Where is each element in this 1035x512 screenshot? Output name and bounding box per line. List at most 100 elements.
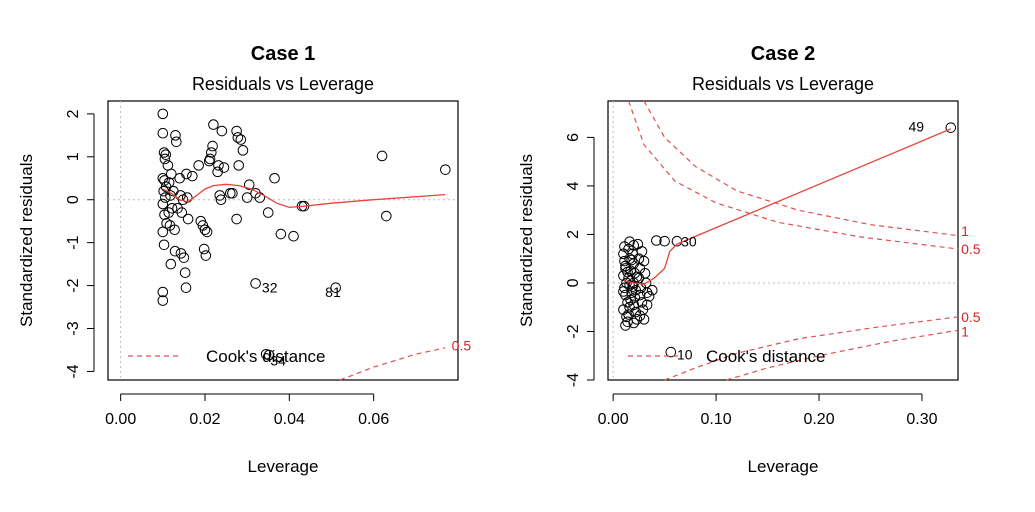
data-point bbox=[199, 224, 211, 236]
cooks-distance-label: 1 bbox=[961, 223, 969, 239]
chart-subtitle: Residuals vs Leverage bbox=[692, 74, 874, 94]
data-point bbox=[231, 213, 242, 225]
data-point bbox=[214, 190, 226, 201]
y-tick-label: 0 bbox=[565, 278, 582, 287]
data-point bbox=[157, 108, 169, 120]
cooks-distance-label: 0.5 bbox=[452, 338, 472, 354]
data-point bbox=[158, 147, 170, 158]
y-tick-label: 1 bbox=[65, 152, 82, 161]
data-point bbox=[213, 160, 224, 171]
data-point bbox=[208, 119, 219, 130]
data-point bbox=[659, 235, 670, 247]
point-label: 49 bbox=[908, 118, 924, 134]
y-axis-label: Standardized residuals bbox=[517, 154, 536, 327]
y-tick-label: -4 bbox=[565, 373, 582, 387]
data-point bbox=[636, 246, 648, 257]
data-point bbox=[638, 314, 650, 325]
data-point bbox=[161, 218, 172, 229]
data-point bbox=[157, 127, 169, 139]
data-point bbox=[206, 147, 217, 158]
data-point bbox=[201, 226, 213, 238]
cooks-distance-curve bbox=[339, 347, 446, 381]
data-point bbox=[630, 306, 642, 318]
data-point bbox=[165, 258, 177, 270]
data-point bbox=[158, 239, 170, 251]
cooks-distance-curve bbox=[726, 329, 959, 381]
plot-frame bbox=[607, 100, 959, 381]
data-point bbox=[181, 168, 192, 180]
data-point bbox=[641, 299, 653, 311]
data-point bbox=[227, 187, 238, 199]
data-point bbox=[232, 132, 244, 143]
point-label: 30 bbox=[681, 234, 697, 250]
data-point bbox=[166, 203, 178, 214]
data-point bbox=[626, 254, 637, 266]
x-tick-label: 0.04 bbox=[274, 411, 305, 428]
data-point bbox=[241, 192, 253, 203]
cooks-distance-curve bbox=[628, 100, 959, 250]
cooks-distance-curve bbox=[664, 316, 959, 381]
data-point bbox=[235, 134, 247, 145]
data-point bbox=[275, 228, 287, 240]
data-point bbox=[263, 349, 275, 361]
point-label: 34 bbox=[270, 353, 286, 369]
y-tick-label: -2 bbox=[565, 324, 582, 338]
y-axis-label: Standardized residuals bbox=[17, 154, 36, 327]
data-point bbox=[631, 271, 643, 283]
y-tick-label: 2 bbox=[565, 230, 582, 239]
data-point bbox=[187, 170, 198, 182]
data-point bbox=[159, 175, 170, 186]
data-point bbox=[157, 226, 169, 238]
data-point bbox=[174, 172, 185, 184]
cooks-distance-label: 1 bbox=[961, 323, 969, 339]
data-point bbox=[198, 243, 210, 255]
data-point bbox=[620, 260, 631, 272]
data-point bbox=[624, 236, 635, 248]
smoother-line bbox=[623, 128, 952, 285]
data-point bbox=[200, 250, 212, 261]
data-point bbox=[176, 207, 188, 218]
data-point bbox=[269, 172, 280, 184]
y-tick-label: -2 bbox=[65, 278, 82, 292]
data-point bbox=[622, 266, 633, 278]
data-point bbox=[171, 136, 182, 148]
y-tick-label: -1 bbox=[65, 235, 82, 249]
smoother-line bbox=[162, 183, 446, 209]
data-point bbox=[157, 198, 169, 210]
legend-label: Cook's distance bbox=[706, 347, 825, 366]
x-tick-label: 0.10 bbox=[701, 411, 732, 428]
data-point bbox=[634, 310, 646, 322]
data-point bbox=[627, 281, 639, 292]
point-label: 32 bbox=[262, 280, 278, 296]
cooks-distance-label: 0.5 bbox=[961, 309, 981, 325]
data-point bbox=[169, 245, 181, 257]
x-tick-label: 0.30 bbox=[906, 411, 937, 428]
y-tick-label: -3 bbox=[65, 321, 82, 335]
data-point bbox=[623, 309, 634, 320]
data-point bbox=[636, 297, 648, 308]
y-tick-label: -4 bbox=[65, 364, 82, 378]
data-point bbox=[169, 224, 180, 236]
x-axis-label: Leverage bbox=[748, 457, 819, 476]
x-tick-label: 0.00 bbox=[598, 411, 629, 428]
data-point bbox=[157, 295, 169, 306]
cooks-distance-curve bbox=[643, 100, 959, 237]
data-point bbox=[638, 255, 650, 267]
data-point bbox=[628, 299, 640, 311]
data-point bbox=[165, 168, 177, 180]
data-point bbox=[204, 153, 216, 165]
data-point bbox=[665, 346, 677, 358]
x-tick-label: 0.06 bbox=[358, 411, 389, 428]
data-point bbox=[628, 240, 640, 251]
data-point bbox=[628, 317, 640, 329]
y-tick-label: 4 bbox=[565, 181, 582, 190]
y-tick-label: 6 bbox=[565, 133, 582, 142]
chart-title: Case 2 bbox=[751, 43, 816, 65]
data-point bbox=[646, 284, 658, 296]
data-point bbox=[179, 267, 191, 278]
data-point bbox=[620, 320, 631, 331]
data-point bbox=[160, 149, 172, 160]
data-point bbox=[178, 252, 190, 263]
x-tick-label: 0.00 bbox=[105, 411, 136, 428]
